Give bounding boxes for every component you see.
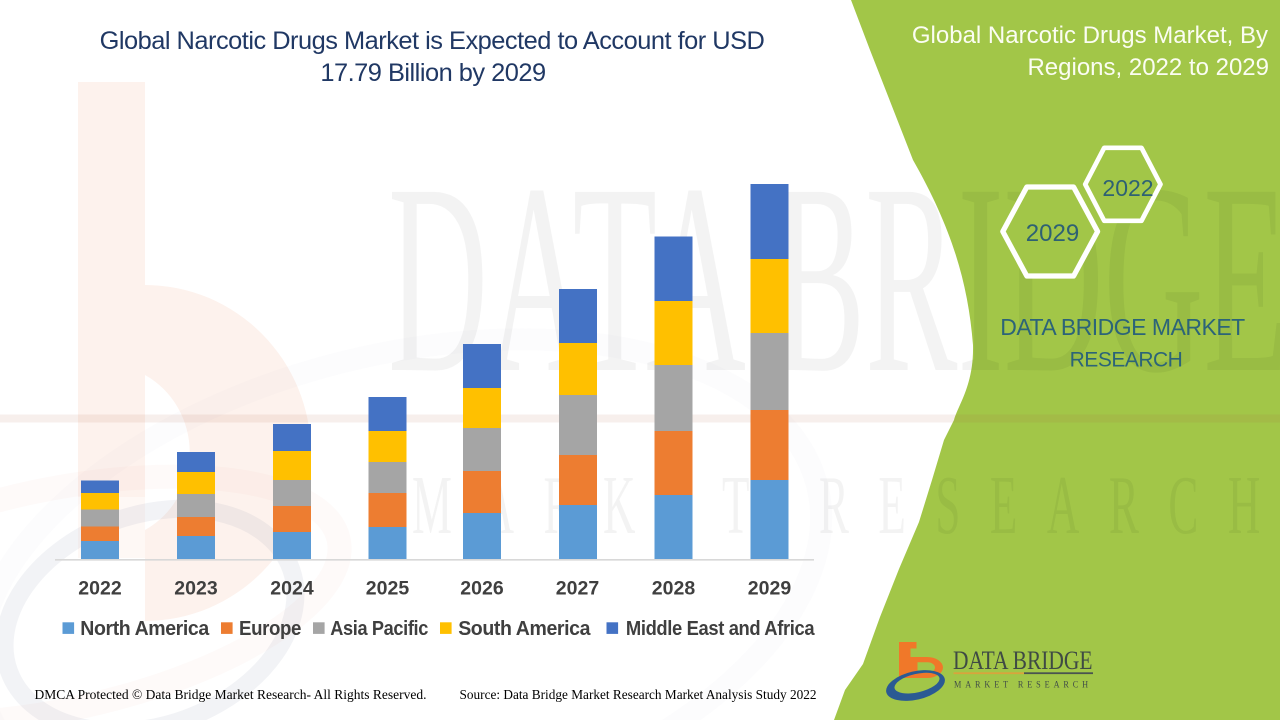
svg-text:2022: 2022 — [1102, 175, 1153, 201]
svg-text:RESEARCH: RESEARCH — [1070, 348, 1183, 371]
svg-text:2023: 2023 — [174, 578, 218, 600]
svg-text:MARKET RESEARCH: MARKET RESEARCH — [954, 681, 1092, 691]
svg-text:2026: 2026 — [460, 578, 504, 600]
svg-text:Asia Pacific: Asia Pacific — [330, 618, 428, 640]
svg-text:South America: South America — [458, 618, 591, 640]
svg-text:2028: 2028 — [652, 578, 696, 600]
svg-text:Middle East and Africa: Middle East and Africa — [626, 618, 815, 640]
svg-text:2027: 2027 — [556, 578, 599, 600]
svg-text:2024: 2024 — [270, 578, 314, 600]
svg-text:Regions, 2022 to 2029: Regions, 2022 to 2029 — [1027, 54, 1269, 81]
svg-text:Europe: Europe — [239, 618, 301, 640]
svg-text:Global Narcotic Drugs Market i: Global Narcotic Drugs Market is Expected… — [100, 27, 765, 55]
svg-text:2025: 2025 — [366, 578, 410, 600]
svg-text:DMCA Protected © Data Bridge M: DMCA Protected © Data Bridge Market Rese… — [35, 688, 427, 703]
svg-text:MARKET RESEARCH: MARKET RESEARCH — [412, 460, 1280, 552]
svg-text:DATA BRIDGE: DATA BRIDGE — [953, 646, 1093, 675]
svg-text:DATA BRIDGE MARKET: DATA BRIDGE MARKET — [1000, 314, 1245, 340]
svg-text:Global Narcotic Drugs Market,: Global Narcotic Drugs Market, By — [912, 22, 1268, 49]
svg-text:2029: 2029 — [1026, 220, 1079, 247]
svg-text:Source: Data Bridge Market Res: Source: Data Bridge Market Research Mark… — [460, 688, 817, 703]
svg-text:2022: 2022 — [78, 578, 122, 600]
svg-text:17.79 Billion by 2029: 17.79 Billion by 2029 — [320, 59, 545, 87]
svg-text:North America: North America — [80, 618, 210, 640]
svg-text:2029: 2029 — [748, 578, 792, 600]
